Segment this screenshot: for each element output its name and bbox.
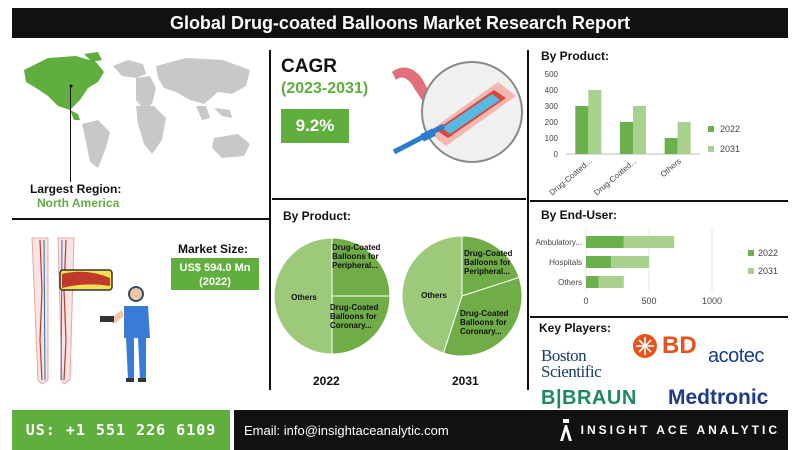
pie-slice-1 (442, 276, 523, 357)
pie-slice-1 (331, 295, 391, 355)
y-tick-label: 0 (554, 150, 559, 159)
market-size-year: (2022) (199, 276, 231, 288)
x-tick-label: 1000 (702, 296, 722, 306)
pie-label-1: Drug-Coated Balloons for Coronary... (330, 303, 379, 330)
pie-slice-0 (331, 237, 391, 297)
market-size-value: US$ 594.0 Mn (179, 262, 251, 274)
pie-year-2022: 2022 (313, 374, 340, 388)
logo-bbraun: B|BRAUN (541, 387, 637, 410)
y-tick-label: 500 (545, 70, 559, 79)
logo-boston-scientific: Boston Scientific (541, 346, 633, 381)
key-players-heading: Key Players: (539, 321, 612, 335)
pie-chart-2031: Drug-Coated Balloons for Peripheral... Drug… (401, 235, 523, 357)
legend-label-2022: 2022 (758, 248, 778, 258)
market-size-label: Market Size: (178, 242, 249, 256)
pie-label-0: Drug-Coated Balloons for Peripheral... (332, 243, 381, 270)
bar-2022-1 (586, 256, 612, 268)
world-map (24, 52, 250, 168)
cagr-label: CAGR (281, 56, 337, 77)
bar-2031-1 (633, 106, 646, 154)
pie-year-2031: 2031 (452, 374, 479, 388)
divider-right-horizontal-1 (530, 200, 788, 202)
legend-label-2022: 2022 (720, 124, 740, 134)
bar-chart-enduser: 0 500 1000 Ambulatory... Hospitals Others 2022… (535, 228, 778, 306)
pie-label-2: Others (291, 293, 317, 302)
pie-label-2: Others (421, 291, 447, 300)
pie-slice-2 (273, 237, 333, 355)
bar-2031-0 (588, 90, 602, 154)
pie-section-heading: By Product: (283, 209, 352, 223)
footer-phone[interactable]: US: +1 551 226 6109 (12, 410, 230, 450)
patient-illustration (31, 237, 150, 385)
bd-starburst-icon (633, 334, 657, 358)
y-tick-label: 400 (545, 86, 559, 95)
pie-slice-0 (461, 235, 520, 297)
footer-brand: INSIGHT ACE ANALYTIC (559, 410, 780, 450)
y-tick-label: Ambulatory... (535, 238, 582, 247)
bar-chart-product: 0 100 200 300 400 500 Drug-Coated...Drug-Coate… (545, 70, 740, 198)
bar-2022-2 (586, 276, 599, 288)
brand-name: INSIGHT ACE ANALYTIC (580, 423, 780, 437)
cagr-period: (2023-2031) (281, 80, 369, 97)
legend-label-2031: 2031 (758, 266, 778, 276)
bar-2031-1 (611, 256, 649, 268)
x-tick-label: Others (659, 157, 683, 179)
pie-chart-2022: Drug-Coated Balloons for Peripheral... Drug… (273, 237, 391, 355)
legend-swatch-2022 (708, 126, 714, 132)
footer: US: +1 551 226 6109 Email: info@insighta… (0, 410, 800, 450)
x-tick-label: 0 (583, 296, 588, 306)
logo-medtronic-text: Medtronic (668, 386, 769, 409)
divider-middle-horizontal (272, 198, 526, 200)
x-tick-label: 500 (641, 296, 656, 306)
cagr-value: 9.2% (281, 109, 349, 143)
bar-product-heading: By Product: (541, 49, 610, 63)
market-size-value-box: US$ 594.0 Mn (2022) (171, 258, 259, 290)
logo-acotec: acotec (708, 345, 764, 368)
legend-swatch-2031 (708, 146, 714, 152)
bar-2031-2 (677, 122, 691, 154)
x-tick-label: Drug-Coated... (548, 157, 594, 198)
y-tick-label: 200 (545, 118, 559, 127)
pie-slice-2 (401, 235, 463, 354)
bar-2022-0 (575, 106, 589, 154)
pie-label-0: Drug-Coated Balloons for Peripheral... (464, 249, 513, 276)
legend-swatch-2031 (748, 268, 754, 274)
y-tick-label: 100 (545, 134, 559, 143)
brand-logo-icon (559, 419, 572, 441)
balloon-catheter-illustration (392, 61, 523, 163)
y-tick-label: 300 (545, 102, 559, 111)
region-pointer-line (70, 86, 71, 182)
x-tick-label: Drug-Coated... (592, 157, 638, 198)
region-value: North America (37, 196, 120, 210)
pie-label-1: Drug-Coated Balloons for Coronary... (460, 309, 509, 336)
bar-2022-1 (620, 122, 633, 154)
divider-left-horizontal (12, 218, 269, 220)
bar-2031-0 (623, 236, 675, 248)
footer-email[interactable]: Email: info@insightaceanalytic.com (234, 410, 788, 450)
logo-boston-scientific-text: Boston Scientific (541, 346, 602, 381)
bar-2022-0 (586, 236, 624, 248)
bar-enduser-heading: By End-User: (541, 208, 618, 222)
logo-bd-text: BD (662, 332, 697, 359)
divider-right (527, 50, 529, 390)
logo-bd: BD (632, 332, 697, 360)
bar-2031-2 (598, 276, 624, 288)
logo-medtronic: Medtronic (668, 386, 768, 410)
logo-bbraun-text: B|BRAUN (541, 387, 637, 409)
region-label: Largest Region: (30, 182, 122, 196)
legend-swatch-2022 (748, 250, 754, 256)
divider-left (269, 50, 271, 390)
divider-right-horizontal-2 (530, 316, 788, 318)
legend-label-2031: 2031 (720, 144, 740, 154)
report-title: Global Drug-coated Balloons Market Resea… (12, 8, 788, 38)
bar-2022-2 (664, 138, 678, 154)
y-tick-label: Others (558, 278, 582, 287)
logo-acotec-text: acotec (708, 345, 764, 367)
y-tick-label: Hospitals (549, 258, 582, 267)
